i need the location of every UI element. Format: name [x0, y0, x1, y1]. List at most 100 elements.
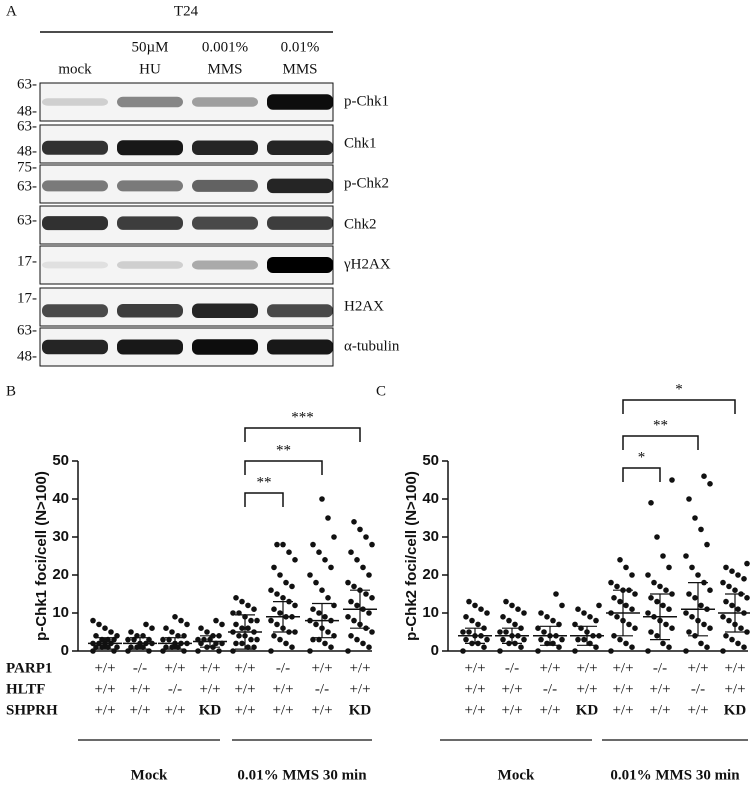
dot	[669, 591, 675, 597]
dot	[248, 617, 254, 624]
dot	[729, 602, 735, 609]
genotype-value: +/+	[349, 660, 370, 676]
dot	[623, 640, 629, 647]
dot	[521, 636, 527, 643]
cell-line: T24	[174, 3, 199, 19]
dot	[720, 614, 726, 620]
dot	[683, 648, 689, 654]
dot	[280, 541, 286, 548]
dot	[274, 621, 280, 628]
band	[192, 339, 258, 355]
dot	[521, 610, 527, 616]
dot	[213, 617, 219, 624]
y-tick-label: 40	[422, 490, 439, 507]
dot	[286, 549, 292, 555]
dot	[629, 572, 635, 578]
dot	[268, 617, 274, 624]
dot	[629, 644, 635, 650]
dot	[354, 602, 360, 609]
band	[267, 304, 333, 318]
band	[42, 304, 108, 318]
dot	[572, 621, 578, 628]
band	[267, 339, 333, 355]
blot-label: Chk2	[344, 216, 377, 232]
dot	[614, 583, 620, 590]
genotype-value: +/+	[687, 660, 708, 676]
dot	[723, 598, 729, 605]
dot	[623, 602, 629, 609]
dot	[707, 481, 713, 487]
dot	[366, 572, 372, 578]
dot	[698, 526, 704, 533]
dot	[230, 610, 236, 616]
dot	[268, 587, 274, 593]
dot	[348, 549, 354, 555]
condition-label: Mock	[131, 767, 168, 783]
lane-label: MMS	[282, 61, 317, 77]
dot	[484, 636, 490, 643]
dot	[230, 648, 236, 654]
band	[192, 303, 258, 319]
dot	[497, 629, 503, 635]
dot	[366, 644, 372, 650]
dot	[460, 629, 466, 635]
dot	[669, 477, 675, 483]
dot	[345, 579, 351, 586]
genotype-value: +/+	[129, 702, 150, 718]
mw-marker: 63-	[17, 76, 37, 92]
band	[192, 216, 258, 230]
dot	[575, 606, 581, 612]
band	[42, 140, 108, 155]
dot	[614, 614, 620, 620]
dot	[289, 583, 295, 590]
genotype-value: +/+	[234, 660, 255, 676]
genotype-value: +/+	[234, 681, 255, 697]
dot	[466, 629, 472, 635]
dot	[741, 576, 747, 582]
dot	[648, 629, 654, 635]
dot	[726, 617, 732, 624]
dot	[316, 549, 322, 555]
dot	[686, 629, 692, 635]
dot	[254, 636, 260, 643]
dot	[239, 625, 245, 631]
band	[42, 261, 108, 269]
genotype-value: +/+	[129, 681, 150, 697]
dot	[163, 625, 169, 631]
dot	[518, 644, 524, 650]
significance-bracket	[622, 467, 661, 482]
condition-label: 0.01% MMS 30 min	[610, 767, 740, 783]
genotype-value: KD	[199, 702, 222, 718]
dot	[509, 602, 515, 609]
dot	[102, 625, 108, 631]
dot	[550, 617, 556, 624]
dot	[280, 595, 286, 601]
dot	[351, 617, 357, 624]
dot	[90, 648, 96, 654]
genotype-value: +/+	[311, 702, 332, 718]
dot	[623, 564, 629, 571]
dot	[125, 648, 131, 654]
dot	[660, 553, 666, 559]
blot-label: γH2AX	[343, 256, 391, 272]
y-tick-label: 50	[422, 452, 439, 469]
dot	[553, 591, 559, 597]
dot	[195, 648, 201, 654]
dot	[541, 629, 547, 635]
condition-label: Mock	[498, 767, 535, 783]
dot	[596, 602, 602, 609]
genotype-value: +/+	[272, 702, 293, 718]
dot	[587, 614, 593, 620]
dot	[114, 644, 120, 650]
dot	[360, 564, 366, 571]
dot	[645, 648, 651, 654]
dot	[497, 648, 503, 654]
genotype-value: +/+	[94, 702, 115, 718]
significance-label: **	[276, 442, 291, 458]
dot	[648, 500, 654, 506]
dot	[481, 644, 487, 650]
genotype-value: KD	[349, 702, 372, 718]
band	[267, 94, 333, 110]
dot	[698, 602, 704, 609]
significance-label: **	[257, 474, 272, 490]
